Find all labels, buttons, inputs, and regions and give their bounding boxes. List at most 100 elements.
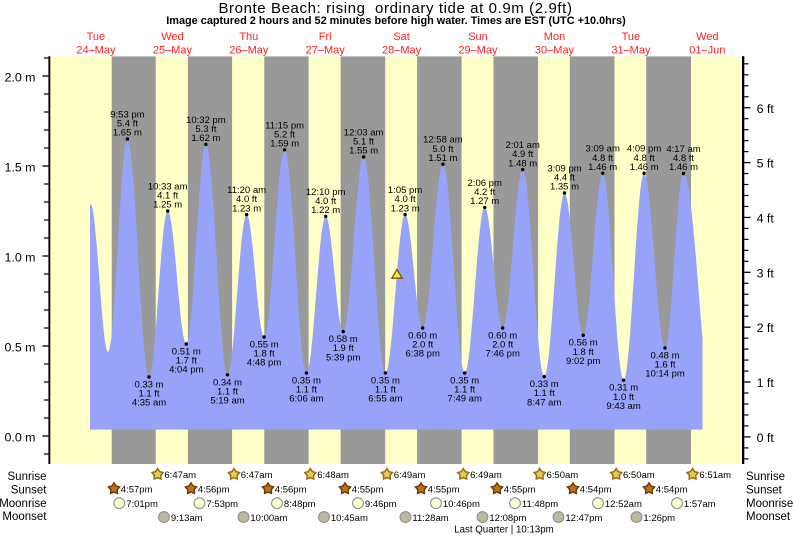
svg-text:4:04 pm: 4:04 pm — [169, 365, 203, 376]
svg-text:Moonset: Moonset — [746, 511, 791, 523]
svg-text:1.55 m: 1.55 m — [349, 146, 378, 157]
svg-text:30–May: 30–May — [535, 45, 575, 57]
svg-text:3:09 am: 3:09 am — [586, 144, 620, 155]
svg-text:31–May: 31–May — [611, 45, 651, 57]
svg-text:5.2 ft: 5.2 ft — [274, 129, 295, 140]
svg-text:6:49am: 6:49am — [470, 470, 502, 481]
svg-text:0.48 m: 0.48 m — [650, 351, 679, 362]
svg-text:Bronte Beach: rising ordinary: Bronte Beach: rising ordinary tide at 0.… — [218, 0, 572, 17]
svg-text:12:52am: 12:52am — [605, 499, 642, 510]
svg-text:Wed: Wed — [696, 31, 718, 43]
svg-text:Last Quarter | 10:13pm: Last Quarter | 10:13pm — [454, 524, 553, 535]
svg-text:7:46 pm: 7:46 pm — [486, 349, 520, 360]
svg-text:4.0 ft: 4.0 ft — [315, 196, 336, 207]
svg-text:0.5 m: 0.5 m — [5, 341, 36, 355]
svg-text:5 ft: 5 ft — [757, 157, 775, 171]
svg-text:0.56 m: 0.56 m — [569, 338, 598, 349]
svg-text:1:05 pm: 1:05 pm — [388, 185, 422, 196]
svg-text:4:55pm: 4:55pm — [504, 484, 536, 495]
svg-text:29–May: 29–May — [458, 45, 498, 57]
svg-text:12:03 am: 12:03 am — [344, 128, 384, 139]
svg-text:1.1 ft: 1.1 ft — [296, 385, 317, 396]
svg-text:1.7 ft: 1.7 ft — [176, 356, 197, 367]
svg-text:24–May: 24–May — [76, 45, 116, 57]
svg-text:3 ft: 3 ft — [757, 266, 775, 280]
svg-text:1.48 m: 1.48 m — [508, 158, 537, 169]
svg-text:8:48pm: 8:48pm — [284, 499, 316, 510]
svg-text:12:10 pm: 12:10 pm — [306, 187, 346, 198]
svg-text:2 ft: 2 ft — [757, 321, 775, 335]
svg-text:6:06 am: 6:06 am — [289, 394, 323, 405]
svg-text:0.33 m: 0.33 m — [134, 380, 163, 391]
svg-text:01–Jun: 01–Jun — [689, 45, 725, 57]
svg-text:4:54pm: 4:54pm — [580, 484, 612, 495]
svg-text:2:01 am: 2:01 am — [506, 140, 540, 151]
svg-text:2.0 ft: 2.0 ft — [412, 340, 433, 351]
svg-text:4:09 pm: 4:09 pm — [627, 144, 661, 155]
svg-text:9:02 pm: 9:02 pm — [566, 356, 600, 367]
svg-text:6:55 am: 6:55 am — [368, 394, 402, 405]
svg-text:7:01pm: 7:01pm — [126, 499, 158, 510]
svg-text:5.0 ft: 5.0 ft — [432, 144, 453, 155]
svg-text:1.8 ft: 1.8 ft — [254, 349, 275, 360]
svg-text:1.46 m: 1.46 m — [669, 162, 698, 173]
svg-text:0.58 m: 0.58 m — [329, 334, 358, 345]
svg-text:12:08pm: 12:08pm — [489, 513, 526, 524]
svg-text:Moonrise: Moonrise — [746, 498, 793, 510]
svg-text:6:48am: 6:48am — [317, 470, 349, 481]
svg-text:11:15 pm: 11:15 pm — [265, 120, 304, 131]
svg-text:1.62 m: 1.62 m — [191, 133, 220, 144]
svg-text:8:47 am: 8:47 am — [527, 397, 561, 408]
svg-text:6:49am: 6:49am — [394, 470, 426, 481]
svg-text:11:20 am: 11:20 am — [227, 185, 266, 196]
svg-text:0 ft: 0 ft — [757, 431, 775, 445]
svg-text:10:33 am: 10:33 am — [148, 182, 188, 193]
svg-text:Moonrise: Moonrise — [0, 498, 47, 510]
svg-text:1.22 m: 1.22 m — [311, 205, 340, 216]
svg-text:1.1 ft: 1.1 ft — [138, 389, 159, 400]
svg-text:25–May: 25–May — [153, 45, 193, 57]
svg-text:Sunrise: Sunrise — [8, 471, 47, 483]
svg-text:1.46 m: 1.46 m — [630, 162, 659, 173]
svg-text:0.35 m: 0.35 m — [450, 376, 479, 387]
svg-text:6:50am: 6:50am — [623, 470, 655, 481]
svg-text:Sunset: Sunset — [746, 484, 783, 496]
svg-text:9:13am: 9:13am — [171, 513, 203, 524]
svg-text:1.5 m: 1.5 m — [5, 161, 36, 175]
svg-text:4:17 am: 4:17 am — [666, 144, 700, 155]
svg-text:1.51 m: 1.51 m — [428, 153, 457, 164]
svg-text:4.8 ft: 4.8 ft — [592, 153, 613, 164]
svg-text:5:19 am: 5:19 am — [210, 396, 244, 407]
svg-text:Tue: Tue — [87, 31, 106, 43]
svg-text:4.2 ft: 4.2 ft — [474, 187, 495, 198]
svg-text:1.9 ft: 1.9 ft — [333, 343, 354, 354]
svg-text:5.4 ft: 5.4 ft — [117, 119, 138, 130]
svg-text:1.6 ft: 1.6 ft — [654, 360, 675, 371]
svg-text:Thu: Thu — [239, 31, 258, 43]
svg-text:2:06 pm: 2:06 pm — [468, 178, 502, 189]
svg-text:9:46pm: 9:46pm — [365, 499, 397, 510]
svg-text:12:47pm: 12:47pm — [565, 513, 602, 524]
svg-text:1.0 ft: 1.0 ft — [613, 392, 634, 403]
svg-text:9:43 am: 9:43 am — [606, 401, 640, 412]
svg-text:4.0 ft: 4.0 ft — [236, 194, 257, 205]
svg-text:1.35 m: 1.35 m — [550, 182, 579, 193]
svg-text:1.23 m: 1.23 m — [232, 203, 261, 214]
svg-text:Moonset: Moonset — [2, 511, 47, 523]
svg-text:12:58 am: 12:58 am — [423, 135, 463, 146]
svg-text:28–May: 28–May — [382, 45, 422, 57]
svg-text:26–May: 26–May — [229, 45, 269, 57]
svg-text:4:56pm: 4:56pm — [275, 484, 307, 495]
svg-text:2.0 m: 2.0 m — [5, 71, 36, 85]
svg-text:4:57pm: 4:57pm — [121, 484, 153, 495]
svg-text:4.9 ft: 4.9 ft — [512, 149, 533, 160]
svg-text:4.8 ft: 4.8 ft — [673, 153, 694, 164]
svg-text:2.0 ft: 2.0 ft — [492, 340, 513, 351]
svg-text:9:53 pm: 9:53 pm — [110, 110, 144, 121]
svg-text:1.65 m: 1.65 m — [113, 128, 142, 139]
svg-text:6:47am: 6:47am — [164, 470, 196, 481]
svg-text:4:55pm: 4:55pm — [352, 484, 384, 495]
svg-text:1.1 ft: 1.1 ft — [454, 385, 475, 396]
svg-text:10:14 pm: 10:14 pm — [645, 369, 685, 380]
svg-text:1.59 m: 1.59 m — [270, 139, 299, 150]
